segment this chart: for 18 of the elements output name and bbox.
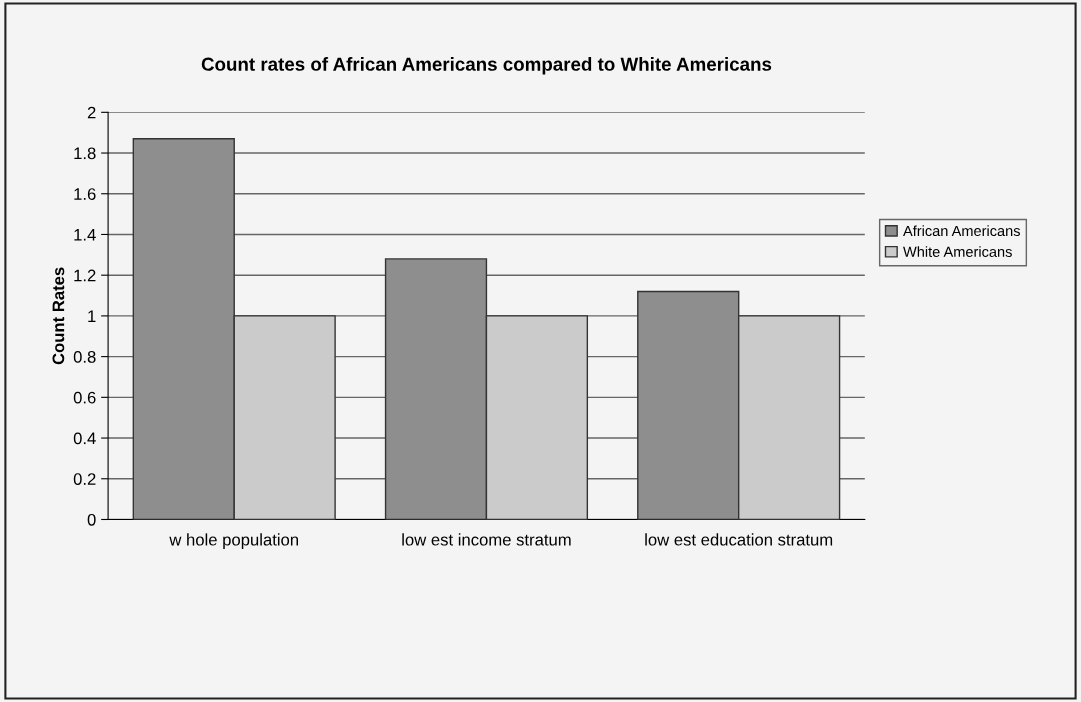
legend-label: White Americans	[903, 246, 1012, 257]
y-tick-label: 0.8	[73, 351, 96, 363]
y-tick-label: 0.4	[73, 432, 96, 445]
y-tick-label: 1.6	[74, 188, 96, 200]
chart-title: Count rates of African Americans compared to White Americans	[201, 57, 772, 75]
y-tick-label: 0.6	[73, 391, 96, 404]
y-tick-label: 1	[88, 310, 96, 322]
legend-label: African Americans	[903, 225, 1020, 237]
y-axis-title: Count Rates	[52, 267, 65, 365]
y-tick-label: 0	[87, 513, 96, 526]
y-tick-label: 1.8	[74, 147, 96, 160]
y-tick-label: 1.4	[74, 229, 96, 241]
x-tick-label: low est education stratum	[645, 533, 833, 546]
x-tick-label: w hole population	[169, 533, 298, 549]
x-tick-label: low est income stratum	[402, 533, 571, 546]
y-tick-label: 2	[87, 106, 96, 119]
y-tick-label: 0.2	[73, 473, 96, 485]
y-tick-label: 1.2	[74, 269, 96, 282]
